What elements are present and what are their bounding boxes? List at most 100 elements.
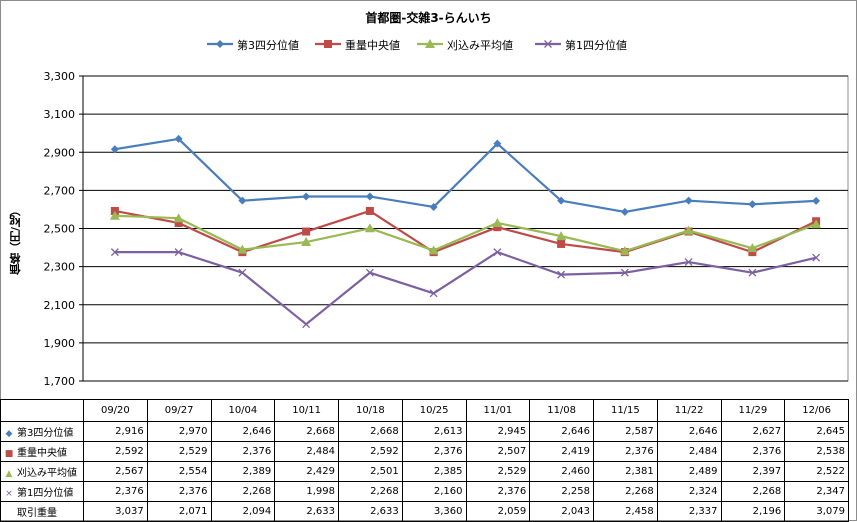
table-cell: 2,059 — [465, 501, 531, 522]
x-category-label: 11/01 — [465, 399, 531, 422]
table-cell: 2,268 — [593, 481, 658, 502]
table-cell: 2,458 — [593, 501, 658, 522]
data-point — [812, 253, 821, 262]
series-line-3 — [114, 214, 817, 253]
table-cell: 2,347 — [784, 481, 849, 502]
y-tick-label: 3,300 — [44, 70, 76, 83]
chart-title: 首都圏-交雑3-らんいち — [365, 11, 492, 25]
table-cell: 2,397 — [720, 461, 786, 482]
table-cell: 2,376 — [720, 441, 786, 462]
table-cell: 2,160 — [401, 481, 467, 502]
data-point — [110, 145, 119, 154]
table-cell: 2,627 — [720, 421, 786, 442]
table-cell: 2,529 — [146, 441, 212, 462]
table-header-row: 09/20 09/27 10/04 10/11 10/18 10/25 11/01 11/08… — [0, 399, 849, 422]
legend-label: 刈込み平均値 — [447, 39, 513, 52]
data-point — [174, 134, 183, 143]
table-cell: 2,645 — [784, 421, 849, 442]
table-cell: 2,043 — [529, 501, 594, 522]
table-cell: 2,071 — [146, 501, 212, 522]
table-cell: 2,268 — [720, 481, 786, 502]
table-cell: 2,460 — [529, 461, 594, 482]
data-point — [493, 223, 502, 232]
data-point — [429, 289, 438, 298]
table-cell: 2,613 — [401, 421, 467, 442]
table-row: × 第1四分位値 2,376 2,376 2,268 1,998 2,268 2,160 2,3… — [0, 481, 849, 502]
legend-label: 第3四分位値 — [237, 39, 299, 52]
table-cell: 2,268 — [338, 481, 403, 502]
data-point — [302, 192, 311, 201]
table-cell: 2,094 — [210, 501, 276, 522]
y-tick-label: 1,700 — [44, 375, 76, 388]
data-point — [173, 213, 184, 223]
table-cell: 2,646 — [656, 421, 722, 442]
table-series-name: 第1四分位値 — [17, 488, 74, 499]
data-point — [109, 210, 120, 220]
series-line-2 — [114, 209, 817, 254]
data-point — [428, 245, 439, 255]
table-series-name: 重量中央値 — [17, 448, 67, 459]
data-point — [110, 248, 119, 257]
legend-label: 第1四分位値 — [565, 39, 627, 52]
table-cell: 2,501 — [338, 461, 403, 482]
data-point — [811, 219, 822, 229]
line-chart: 1,700 1,900 2,100 2,300 2,500 2,700 2,900 3,100… — [44, 70, 849, 388]
x-category-label: 11/15 — [593, 399, 658, 422]
table-cell: 2,668 — [338, 421, 403, 442]
x-category-label: 11/29 — [720, 399, 786, 422]
table-cell: 2,554 — [146, 461, 212, 482]
table-corner — [0, 399, 84, 422]
table-cell: 2,633 — [338, 501, 403, 522]
table-cell: 2,376 — [83, 481, 148, 502]
y-tick-label: 3,100 — [44, 108, 76, 121]
table-cell: 2,970 — [146, 421, 212, 442]
table-row: ◆ 第3四分位値 2,916 2,970 2,646 2,668 2,668 2,613 2,9… — [0, 421, 849, 442]
table-cell: 2,592 — [83, 441, 148, 462]
y-tick-label: 1,900 — [44, 337, 76, 350]
table-series-name: 取引重量 — [17, 508, 57, 519]
data-point — [684, 258, 693, 267]
table-series-name: 刈込み平均値 — [17, 468, 77, 479]
data-point — [174, 218, 183, 227]
x-category-label: 09/27 — [146, 399, 212, 422]
table-cell: 3,037 — [83, 501, 148, 522]
table-cell: 2,507 — [465, 441, 531, 462]
data-point — [302, 227, 311, 236]
x-category-label: 10/18 — [338, 399, 403, 422]
table-cell: 2,945 — [465, 421, 531, 442]
table-cell: 2,268 — [210, 481, 276, 502]
y-tick-label: 2,100 — [44, 299, 76, 312]
table-cell: 3,360 — [401, 501, 467, 522]
legend-swatch — [535, 40, 561, 48]
table-cell: 2,567 — [83, 461, 148, 482]
table-cell: 2,529 — [465, 461, 531, 482]
table-cell: 2,419 — [529, 441, 594, 462]
data-point — [557, 270, 566, 279]
data-point — [365, 268, 374, 277]
table-series-marker: × — [5, 489, 13, 499]
data-point — [238, 268, 247, 277]
data-point — [812, 196, 821, 205]
table-cell: 2,376 — [465, 481, 531, 502]
legend-swatch — [207, 40, 233, 48]
table-cell: 2,484 — [274, 441, 339, 462]
table-cell: 2,633 — [274, 501, 339, 522]
table-cell: 1,998 — [274, 481, 339, 502]
data-point — [174, 248, 183, 257]
table-cell: 2,489 — [656, 461, 722, 482]
table-cell: 2,324 — [656, 481, 722, 502]
x-category-label: 10/25 — [401, 399, 467, 422]
data-point — [748, 200, 757, 209]
table-cell: 2,376 — [593, 441, 658, 462]
data-point — [302, 320, 311, 329]
data-point — [365, 206, 374, 215]
table-series-marker: ■ — [4, 449, 14, 459]
table-cell: 2,646 — [210, 421, 276, 442]
data-point — [748, 248, 757, 257]
table-row: ■ 重量中央値 2,592 2,529 2,376 2,484 2,592 2,376 2,50… — [0, 441, 849, 462]
data-point — [237, 244, 248, 254]
data-table: 09/20 09/27 10/04 10/11 10/18 10/25 11/01 11/08… — [0, 399, 849, 522]
table-cell: 2,592 — [338, 441, 403, 462]
table-row: 取引重量 3,037 2,071 2,094 2,633 2,633 3,360 2,059 2… — [0, 501, 849, 522]
table-cell: 2,337 — [656, 501, 722, 522]
